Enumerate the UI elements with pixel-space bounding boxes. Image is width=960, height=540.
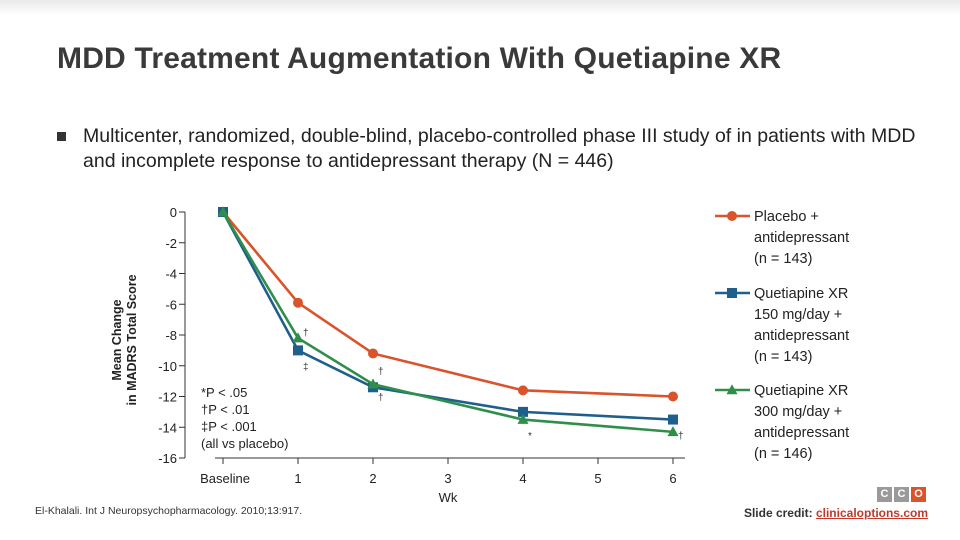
legend-label-line: (n = 143) xyxy=(754,251,812,267)
bullet-item: Multicenter, randomized, double-blind, p… xyxy=(57,124,917,174)
legend-label-line: (n = 146) xyxy=(754,446,812,462)
legend-label-line: antidepressant xyxy=(754,230,849,246)
slide-credit: Slide credit: clinicaloptions.com xyxy=(744,506,928,520)
top-band xyxy=(0,0,960,15)
slide-title: MDD Treatment Augmentation With Quetiapi… xyxy=(57,42,782,75)
data-point xyxy=(668,414,678,425)
y-tick-label: -14 xyxy=(158,420,177,435)
data-point xyxy=(727,288,737,298)
series-2 xyxy=(218,207,678,425)
legend-label-line: Placebo + xyxy=(754,209,819,225)
data-point xyxy=(726,384,738,395)
y-tick-label: 0 xyxy=(170,205,177,220)
legend-label-line: 300 mg/day + xyxy=(754,404,842,420)
credit-label: Slide credit: xyxy=(743,506,813,520)
legend-label-line: Quetiapine XR xyxy=(754,383,848,399)
y-tick-label: -8 xyxy=(165,328,177,343)
legend-entry-3: Quetiapine XR 300 mg/day + antidepressant (… xyxy=(715,383,849,462)
footnote-line: †P < .01 xyxy=(201,402,250,417)
data-point xyxy=(667,426,679,437)
legend-label-line: antidepressant xyxy=(754,328,849,344)
y-tick-label: -4 xyxy=(165,267,177,282)
data-point xyxy=(727,211,737,221)
series-line xyxy=(221,211,674,421)
y-axis-label: Mean Changein MADRS Total Score xyxy=(110,274,139,405)
legend-entry-2: Quetiapine XR 150 mg/day + antidepressant (… xyxy=(715,286,849,365)
logo-letter: O xyxy=(911,487,926,502)
bullet-text: Multicenter, randomized, double-blind, p… xyxy=(83,125,916,172)
significance-mark: † xyxy=(378,393,384,404)
series-line xyxy=(221,211,674,398)
y-tick-label: -16 xyxy=(158,451,177,466)
chart-axes: 0 -2 -4 -6 -8 -10 -12 -14 -16 Mean Changein MADRS… xyxy=(110,205,685,505)
y-tick-label: -2 xyxy=(165,236,177,251)
y-tick-label: -12 xyxy=(158,390,177,405)
data-point xyxy=(368,348,378,359)
data-point xyxy=(517,413,529,424)
data-point xyxy=(293,345,303,356)
footnote-line: ‡P < .001 xyxy=(201,419,257,434)
legend-label-line: Quetiapine XR xyxy=(754,286,848,302)
legend-entry-1: Placebo + antidepressant (n = 143) xyxy=(715,209,849,267)
legend-label-line: (n = 143) xyxy=(754,349,812,365)
legend-label-line: antidepressant xyxy=(754,425,849,441)
bullet-square-icon xyxy=(57,132,66,141)
data-point xyxy=(292,332,304,343)
cco-logo: C C O xyxy=(877,487,926,502)
chart-series xyxy=(217,206,679,437)
x-tick-label: 3 xyxy=(444,471,451,486)
x-axis-label: Wk xyxy=(439,490,458,505)
data-point xyxy=(217,206,229,217)
data-point xyxy=(668,391,678,402)
y-tick-label: -6 xyxy=(165,297,177,312)
data-point xyxy=(518,385,528,396)
data-point xyxy=(293,297,303,308)
y-tick-label: -10 xyxy=(158,359,177,374)
significance-mark: † xyxy=(678,431,684,442)
x-tick-label: 6 xyxy=(669,471,676,486)
series-3 xyxy=(217,206,679,437)
footnote-line: (all vs placebo) xyxy=(201,436,288,451)
x-tick-label: Baseline xyxy=(200,471,250,486)
data-point xyxy=(518,406,528,417)
significance-mark: † xyxy=(303,328,309,339)
logo-letter: C xyxy=(894,487,909,502)
x-tick-label: 4 xyxy=(519,471,526,486)
citation: El-Khalali. Int J Neuropsychopharmacolog… xyxy=(35,505,303,517)
footnote-line: *P < .05 xyxy=(201,385,247,400)
x-tick-label: 2 xyxy=(369,471,376,486)
significance-mark: ‡ xyxy=(303,362,309,373)
significance-mark: * xyxy=(528,431,532,442)
credit-link[interactable]: clinicaloptions.com xyxy=(815,506,928,520)
chart-legend: Placebo +antidepressant(n = 143)Quetiapi… xyxy=(715,209,849,462)
chart-significance-marks: † ‡ † † * † xyxy=(303,328,684,442)
legend-label-line: 150 mg/day + xyxy=(754,307,842,323)
logo-letter: C xyxy=(877,487,892,502)
data-point xyxy=(367,378,379,389)
chart-footnotes: *P < .05 †P < .01 ‡P < .001 (all vs placebo… xyxy=(201,385,288,451)
x-tick-label: 5 xyxy=(594,471,601,486)
significance-mark: † xyxy=(378,366,384,377)
x-tick-label: 1 xyxy=(294,471,301,486)
series-1 xyxy=(218,207,678,402)
